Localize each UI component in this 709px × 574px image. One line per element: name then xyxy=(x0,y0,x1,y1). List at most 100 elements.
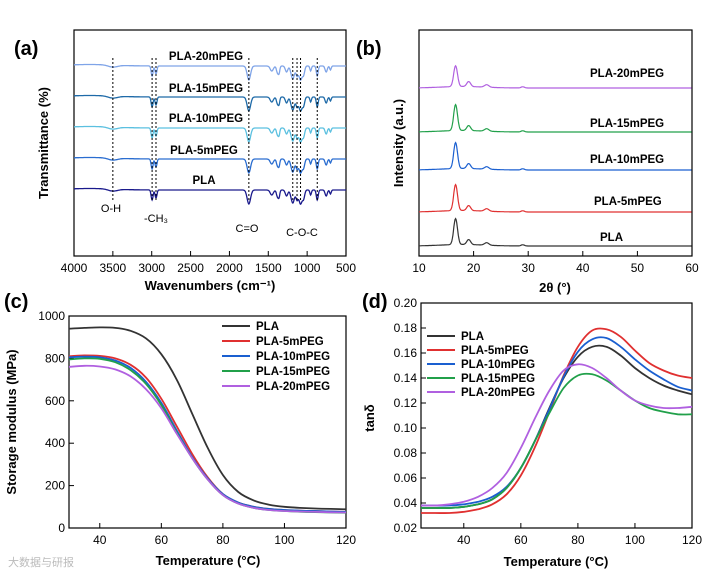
panel-c-curve-pla-20mpeg xyxy=(68,364,347,514)
panel-b-curve-pla-10mpeg xyxy=(419,141,692,171)
panel-d-xlabel: Temperature (°C) xyxy=(504,554,609,569)
panel-b-xtick-label: 20 xyxy=(467,261,481,275)
panel-b-xtick-label: 30 xyxy=(522,261,536,275)
panel-c-ytick-label: 400 xyxy=(45,436,65,450)
watermark: 大数据与研报 xyxy=(8,555,74,569)
panel-a-label-pla: PLA xyxy=(193,175,216,187)
panel-d: (d) 40 60 80 100 120 0.02 0.04 0.06 0.08 0.10 0.12… xyxy=(362,291,702,569)
panel-c-xtick-label: 40 xyxy=(93,533,107,547)
panel-d-curve-pla-10mpeg xyxy=(420,336,693,507)
panel-b-curves xyxy=(419,64,692,247)
panel-b-curve-pla-5mpeg xyxy=(419,183,692,213)
panel-a-xtick-label: 2000 xyxy=(216,261,243,275)
panel-d-xtick-label: 100 xyxy=(625,533,645,547)
panel-a-xticks: 4000 3500 3000 2500 2000 1500 1000 500 xyxy=(61,251,356,275)
panel-a-label-pla-5mpeg: PLA-5mPEG xyxy=(170,145,238,157)
panel-c-frame xyxy=(68,315,347,529)
panel-b-xticks: 10 20 30 40 50 60 xyxy=(412,251,699,275)
panel-d-legend: PLA PLA-5mPEG PLA-10mPEG PLA-15mPEG PLA-20mP… xyxy=(427,331,535,399)
panel-b-xtick-label: 50 xyxy=(631,261,645,275)
panel-c-curves xyxy=(68,326,347,514)
panel-a-label: (a) xyxy=(14,38,38,60)
panel-d-ylabel: tanδ xyxy=(362,404,377,432)
panel-c-ytick-label: 600 xyxy=(45,394,65,408)
panel-d-ytick-label: 0.12 xyxy=(394,396,418,410)
panel-c-xtick-label: 60 xyxy=(155,533,169,547)
panel-b-label-pla-15mpeg: PLA-15mPEG xyxy=(590,118,664,130)
panel-d-xtick-label: 80 xyxy=(571,533,585,547)
panel-c-legend-label-pla-20mpeg: PLA-20mPEG xyxy=(256,381,330,393)
panel-d-label: (d) xyxy=(362,291,388,313)
panel-c: (c) 40 60 80 100 120 0 200 400 600 800 1000 PLA PLA… xyxy=(4,291,356,568)
panel-d-ytick-label: 0.04 xyxy=(394,496,418,510)
panel-a-curve-pla-10mpeg xyxy=(74,125,346,144)
panel-d-legend-label-pla-5mpeg: PLA-5mPEG xyxy=(461,345,529,357)
panel-a-label-pla-20mpeg: PLA-20mPEG xyxy=(169,51,243,63)
panel-d-ytick-label: 0.14 xyxy=(394,371,418,385)
panel-c-xtick-label: 100 xyxy=(274,533,294,547)
panel-a-xtick-label: 4000 xyxy=(61,261,88,275)
panel-c-ytick-label: 200 xyxy=(45,479,65,493)
panel-b-label-pla-10mpeg: PLA-10mPEG xyxy=(590,154,664,166)
panel-d-legend-label-pla: PLA xyxy=(461,331,484,343)
panel-b-xtick-label: 10 xyxy=(412,261,426,275)
panel-d-frame xyxy=(420,302,693,529)
panel-b-xlabel: 2θ (°) xyxy=(539,280,571,295)
panel-c-curve-pla-10mpeg xyxy=(68,355,347,513)
panel-a-curve-pla-5mpeg xyxy=(74,156,346,175)
panel-a-xtick-label: 1000 xyxy=(294,261,321,275)
annotation-coc: C-O-C xyxy=(286,227,318,239)
panel-b-frame xyxy=(418,29,693,257)
panel-b-xtick-label: 60 xyxy=(685,261,699,275)
panel-b-curve-pla-15mpeg xyxy=(419,103,692,133)
panel-a-xtick-label: 3000 xyxy=(138,261,165,275)
panel-d-ytick-label: 0.18 xyxy=(394,321,418,335)
panel-d-legend-label-pla-10mpeg: PLA-10mPEG xyxy=(461,359,535,371)
annotation-co: C=O xyxy=(236,223,259,235)
panel-d-ytick-label: 0.10 xyxy=(394,421,418,435)
panel-d-curves xyxy=(420,327,693,514)
panel-c-xlabel: Temperature (°C) xyxy=(156,553,261,568)
panel-c-legend: PLA PLA-5mPEG PLA-10mPEG PLA-15mPEG PLA-20mP… xyxy=(222,321,330,393)
panel-d-legend-label-pla-15mpeg: PLA-15mPEG xyxy=(461,373,535,385)
panel-c-ytick-label: 800 xyxy=(45,351,65,365)
panel-b-curve-pla-20mpeg xyxy=(419,64,692,89)
panel-b-label: (b) xyxy=(356,38,382,60)
panel-c-xtick-label: 120 xyxy=(336,533,356,547)
panel-b-curve-pla xyxy=(419,217,692,247)
panel-a-xtick-label: 1500 xyxy=(255,261,282,275)
panel-c-curve-pla-5mpeg xyxy=(68,354,347,513)
panel-d-ytick-label: 0.06 xyxy=(394,471,418,485)
panel-d-xtick-label: 60 xyxy=(514,533,528,547)
panel-a-curve-pla-20mpeg xyxy=(74,63,346,82)
panel-d-ytick-label: 0.20 xyxy=(394,296,418,310)
panel-d-legend-label-pla-20mpeg: PLA-20mPEG xyxy=(461,387,535,399)
panel-a-label-pla-15mpeg: PLA-15mPEG xyxy=(169,83,243,95)
panel-c-ytick-label: 0 xyxy=(58,521,65,535)
panel-c-ytick-label: 1000 xyxy=(38,309,65,323)
panel-c-legend-label-pla-5mpeg: PLA-5mPEG xyxy=(256,336,324,348)
panel-c-ylabel: Storage modulus (MPa) xyxy=(4,349,19,494)
panel-d-xtick-label: 120 xyxy=(682,533,702,547)
panel-c-curve-pla xyxy=(68,326,347,511)
panel-a-xtick-label: 2500 xyxy=(177,261,204,275)
panel-a-xlabel: Wavenumbers (cm⁻¹) xyxy=(145,278,276,293)
panel-d-ticks: 40 60 80 100 120 0.02 0.04 0.06 0.08 0.10 0.12 0.14… xyxy=(394,296,703,547)
panel-d-ytick-label: 0.08 xyxy=(394,446,418,460)
panel-a: (a) 4000 3500 3000 2500 2000 1500 1000 500 Wave… xyxy=(14,29,356,293)
panel-a-ylabel: Transmittance (%) xyxy=(36,87,51,199)
panel-c-xtick-label: 80 xyxy=(216,533,230,547)
panel-a-curve-pla-15mpeg xyxy=(74,94,346,113)
panel-b-label-pla: PLA xyxy=(600,232,623,244)
panel-c-legend-label-pla: PLA xyxy=(256,321,279,333)
panel-b: (b) 10 20 30 40 50 60 2θ (°) Intensity (a.u.)… xyxy=(356,29,699,295)
panel-b-xtick-label: 40 xyxy=(576,261,590,275)
panel-d-curve-pla-15mpeg xyxy=(421,372,693,509)
panel-a-xtick-label: 3500 xyxy=(100,261,127,275)
annotation-oh: O-H xyxy=(101,203,121,215)
panel-b-ylabel: Intensity (a.u.) xyxy=(391,99,406,187)
panel-d-curve-pla-20mpeg xyxy=(420,363,693,507)
panel-d-ytick-label: 0.16 xyxy=(394,346,418,360)
panel-c-label: (c) xyxy=(4,291,28,313)
